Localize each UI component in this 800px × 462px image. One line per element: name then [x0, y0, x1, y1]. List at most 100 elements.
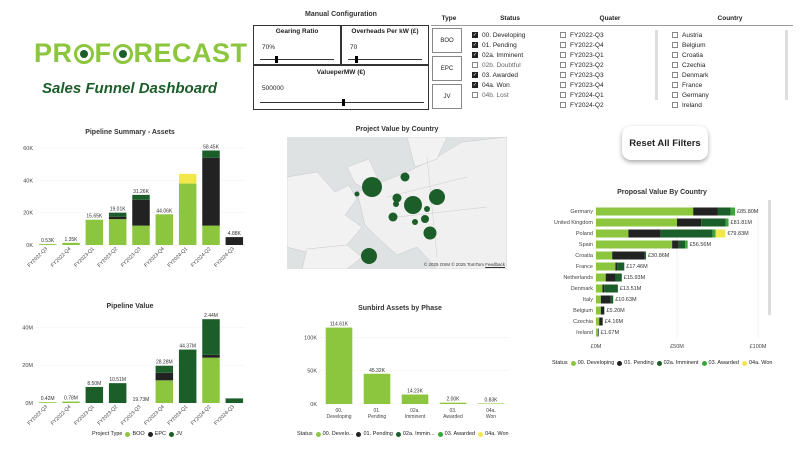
checkbox-icon[interactable]	[672, 42, 678, 48]
bubble-czechia[interactable]	[424, 206, 430, 212]
reset-all-filters-button[interactable]: Reset All Filters	[622, 126, 708, 160]
overheads-slider[interactable]	[348, 56, 422, 63]
checkbox-icon[interactable]: ✓	[472, 31, 478, 38]
legend-item[interactable]: 00. Developing	[570, 360, 614, 366]
legend-item[interactable]: 01. Pending	[617, 360, 654, 366]
country-scrollbar[interactable]	[785, 30, 788, 100]
bar	[108, 219, 127, 245]
bubble-austria[interactable]	[412, 219, 418, 225]
country-option[interactable]: Denmark	[672, 70, 709, 80]
legend-item[interactable]: EPC	[147, 431, 166, 437]
legend-item[interactable]: 03. Awarded	[701, 360, 739, 366]
bar	[605, 273, 616, 282]
quarter-option[interactable]: FY2023-Q1	[560, 50, 604, 60]
quarter-option[interactable]: FY2024-Q1	[560, 90, 604, 100]
country-option[interactable]: Croatia	[672, 50, 709, 60]
slider-thumb[interactable]	[342, 99, 345, 106]
checkbox-icon[interactable]: ✓	[472, 51, 478, 58]
legend-item[interactable]: 04a. Won	[742, 360, 772, 366]
bubble-netherlands[interactable]	[392, 193, 402, 203]
country-option[interactable]: Czechia	[672, 60, 709, 70]
status-option[interactable]: ✓ 02a. Imminent	[472, 50, 525, 60]
legend-item[interactable]: BOO	[125, 431, 145, 437]
checkbox-icon[interactable]	[672, 52, 678, 58]
quarter-option[interactable]: FY2023-Q3	[560, 70, 604, 80]
country-option[interactable]: Austria	[672, 30, 709, 40]
gearing-ratio-input[interactable]: 70%	[260, 43, 278, 52]
checkbox-icon[interactable]	[560, 82, 566, 88]
checkbox-icon[interactable]	[560, 92, 566, 98]
legend-item[interactable]: 00. Develo...	[315, 431, 353, 437]
data-label: 0.42M	[41, 396, 55, 402]
status-option[interactable]: ✓ 01. Pending	[472, 40, 525, 50]
checkbox-icon[interactable]: ✓	[472, 71, 478, 78]
overheads-input[interactable]: 70	[348, 43, 360, 52]
legend-item[interactable]: 04a. Won	[478, 431, 509, 437]
gearing-ratio-slider[interactable]	[260, 56, 334, 63]
status-option[interactable]: ✓ 00. Developing	[472, 30, 525, 40]
country-option[interactable]: Belgium	[672, 40, 709, 50]
bubble-spain[interactable]	[361, 248, 377, 264]
checkbox-icon[interactable]	[672, 82, 678, 88]
checkbox-icon[interactable]: ✓	[472, 81, 478, 88]
quarter-option[interactable]: FY2024-Q2	[560, 100, 604, 110]
status-option[interactable]: ✓ 03. Awarded	[472, 70, 525, 80]
bubble-belgium[interactable]	[393, 201, 399, 207]
overheads-label: Overheads Per kW (£)	[351, 28, 419, 35]
bubble-ireland[interactable]	[354, 191, 360, 197]
country-option-label: Czechia	[682, 61, 706, 69]
checkbox-icon[interactable]	[672, 62, 678, 68]
status-option[interactable]: 02b. Doubtful	[472, 60, 525, 70]
country-option[interactable]: Germany	[672, 90, 709, 100]
legend-item[interactable]: 03. Awarded	[437, 431, 475, 437]
type-button-jv[interactable]: JV	[432, 84, 462, 109]
bubble-denmark[interactable]	[400, 172, 410, 182]
checkbox-icon[interactable]	[672, 72, 678, 78]
status-option[interactable]: ✓ 04a. Won	[472, 80, 525, 90]
y-tick-label: France	[576, 264, 593, 270]
quarter-option[interactable]: FY2022-Q4	[560, 40, 604, 50]
map-feedback-link[interactable]: Feedback	[485, 262, 505, 267]
country-option[interactable]: Ireland	[672, 100, 709, 110]
checkbox-icon[interactable]	[472, 62, 478, 68]
checkbox-icon[interactable]	[560, 32, 566, 38]
checkbox-icon[interactable]	[560, 62, 566, 68]
country-option-label: Belgium	[682, 41, 706, 49]
bubble-uk[interactable]	[362, 177, 382, 197]
bubble-croatia[interactable]	[423, 226, 437, 240]
bubble-france[interactable]	[388, 212, 398, 222]
checkbox-icon[interactable]: ✓	[472, 41, 478, 48]
type-button-boo[interactable]: BOO	[432, 28, 462, 53]
value-per-mw-slider[interactable]	[260, 99, 424, 106]
checkbox-icon[interactable]	[672, 32, 678, 38]
checkbox-icon[interactable]	[560, 42, 566, 48]
slider-thumb[interactable]	[274, 56, 278, 63]
bubble-italy[interactable]	[421, 215, 429, 223]
project-value-map[interactable]: © 2025 OSM © 2025 TomTom Feedback	[287, 137, 507, 269]
legend-item[interactable]: 01. Pending	[356, 431, 393, 437]
value-per-mw-input[interactable]: 500000	[260, 84, 286, 93]
checkbox-icon[interactable]	[560, 52, 566, 58]
quarter-option[interactable]: FY2023-Q4	[560, 80, 604, 90]
type-button-epc[interactable]: EPC	[432, 56, 462, 81]
proposal-scrollbar[interactable]	[768, 200, 771, 315]
legend-item[interactable]: 02a. Immin...	[395, 431, 435, 437]
status-option[interactable]: 04b. Lost	[472, 90, 525, 100]
checkbox-icon[interactable]	[672, 92, 678, 98]
quarter-scrollbar[interactable]	[655, 30, 658, 100]
checkbox-icon[interactable]	[472, 92, 478, 98]
checkbox-icon[interactable]	[560, 102, 566, 108]
slider-thumb[interactable]	[355, 56, 359, 63]
x-tick-label: FY2023-Q3	[120, 246, 143, 269]
legend-item[interactable]: JV	[169, 431, 182, 437]
quarter-option-label: FY2023-Q4	[570, 81, 604, 89]
country-option[interactable]: France	[672, 80, 709, 90]
bubble-poland[interactable]	[429, 189, 445, 205]
checkbox-icon[interactable]	[672, 102, 678, 108]
bubble-germany[interactable]	[404, 196, 422, 214]
checkbox-icon[interactable]	[560, 72, 566, 78]
quarter-option[interactable]: FY2022-Q3	[560, 30, 604, 40]
logo-o-icon	[112, 44, 133, 64]
legend-item[interactable]: 02a. Imminent	[656, 360, 699, 366]
quarter-option[interactable]: FY2023-Q2	[560, 60, 604, 70]
